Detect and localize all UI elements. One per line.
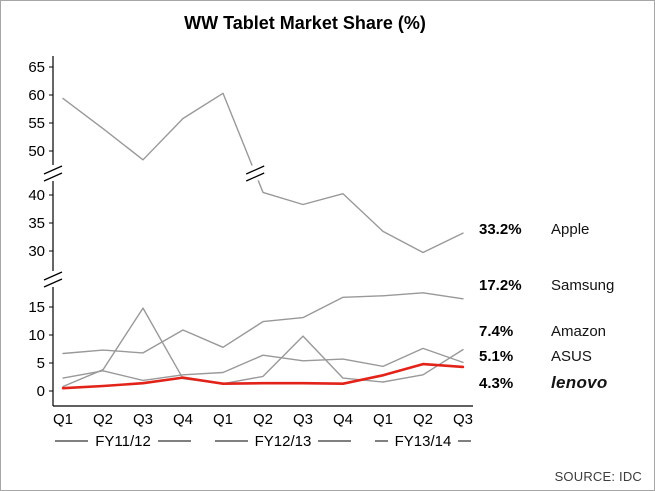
- apple-label: Apple: [551, 221, 590, 238]
- fiscal-year-label: FY12/13: [255, 433, 312, 450]
- x-tick-label: Q4: [173, 411, 193, 428]
- series-line-apple: [62, 92, 464, 254]
- y-tick-label: 35: [28, 215, 45, 232]
- series-line-lenovo: [61, 362, 465, 390]
- samsung-share-value: 17.2%: [479, 277, 522, 294]
- x-tick-label: Q4: [333, 411, 353, 428]
- x-tick-label: Q1: [373, 411, 393, 428]
- x-tick-label: Q3: [293, 411, 313, 428]
- y-tick-label: 55: [28, 115, 45, 132]
- series-line-asus: [62, 347, 464, 382]
- annotation-asus: 5.1% ASUS: [479, 348, 592, 365]
- series-line-samsung: [62, 292, 464, 355]
- asus-share-value: 5.1%: [479, 348, 514, 365]
- axis-break-mark: [245, 165, 265, 175]
- x-tick-label: Q3: [453, 411, 473, 428]
- fiscal-year-label: FY13/14: [395, 433, 452, 450]
- amazon-label: Amazon: [551, 323, 607, 340]
- x-tick-label: Q2: [253, 411, 273, 428]
- x-tick-label: Q2: [413, 411, 433, 428]
- axis-break-mark: [43, 278, 63, 288]
- line-break-gap: [247, 165, 264, 181]
- x-tick-label: Q1: [53, 411, 73, 428]
- x-tick-label: Q2: [93, 411, 113, 428]
- apple-share-value: 33.2%: [479, 221, 522, 238]
- y-tick-label: 15: [28, 299, 45, 316]
- y-tick-label: 60: [28, 87, 45, 104]
- source-credit: SOURCE: IDC: [554, 469, 642, 484]
- y-tick-label: 65: [28, 59, 45, 76]
- y-tick-label: 30: [28, 243, 45, 260]
- chart-title: WW Tablet Market Share (%): [184, 13, 426, 33]
- annotation-samsung: 17.2% Samsung: [479, 277, 614, 294]
- y-tick-label: 50: [28, 143, 45, 160]
- series-line-amazon: [62, 307, 464, 388]
- annotation-lenovo: 4.3% lenovo: [479, 373, 608, 393]
- amazon-share-value: 7.4%: [479, 323, 514, 340]
- samsung-label: Samsung: [551, 277, 615, 294]
- fiscal-year-label: FY11/12: [95, 433, 151, 450]
- x-tick-label: Q3: [133, 411, 153, 428]
- axis-break-mark: [43, 165, 63, 175]
- asus-label: ASUS: [551, 348, 592, 365]
- lenovo-share-value: 4.3%: [479, 375, 514, 392]
- y-tick-label: 5: [37, 355, 45, 372]
- axis-break-mark: [245, 172, 265, 182]
- axis-break-mark: [43, 271, 63, 281]
- annotation-amazon: 7.4% Amazon: [479, 323, 606, 340]
- y-tick-label: 10: [28, 327, 45, 344]
- y-tick-label: 40: [28, 187, 45, 204]
- axis-break-mark: [43, 172, 63, 182]
- lenovo-logo: lenovo: [551, 373, 608, 392]
- annotation-apple: 33.2% Apple: [479, 221, 589, 238]
- y-tick-label: 0: [37, 383, 45, 400]
- x-tick-label: Q1: [213, 411, 233, 428]
